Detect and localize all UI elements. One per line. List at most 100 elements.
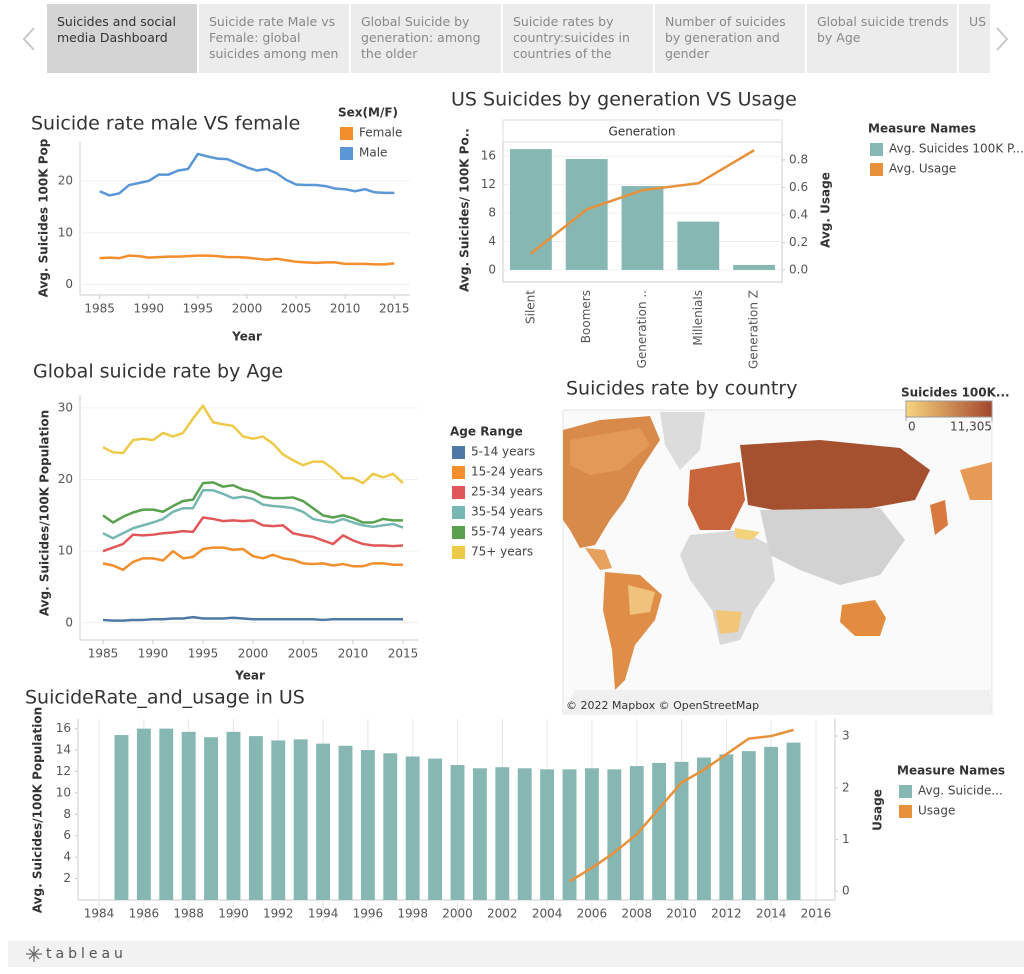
bar xyxy=(677,221,720,270)
map xyxy=(562,409,993,715)
x-tick-label: 2010 xyxy=(330,302,361,316)
map-asia xyxy=(760,508,905,585)
bar xyxy=(621,186,664,270)
color-legend-label: 0 xyxy=(908,420,916,434)
tab-label[interactable]: Suicide rates by country:suicides in cou… xyxy=(513,14,630,61)
dashboard-tab[interactable]: Suicides and social media Dashboard xyxy=(47,4,197,73)
tab-label[interactable]: Global suicide trends by Age xyxy=(817,14,949,45)
legend-label: 15-24 years xyxy=(471,465,543,479)
map-south-africa xyxy=(715,610,742,634)
dashboard-tab[interactable]: Number of suicides by generation and gen… xyxy=(655,4,805,73)
x-tick-label: 1995 xyxy=(183,302,214,316)
map-brazil xyxy=(628,585,655,615)
bar xyxy=(607,769,622,900)
y-tick-label: 12 xyxy=(56,764,71,778)
x-tick-label: 1990 xyxy=(133,302,164,316)
bar xyxy=(405,756,420,900)
legend-label: Male xyxy=(359,146,387,160)
tableau-logo-icon xyxy=(26,946,42,962)
tab-label[interactable]: Suicides and social media Dashboard xyxy=(57,14,176,45)
bar xyxy=(719,754,734,900)
tab-label[interactable]: Suicide rate Male vs Female: global suic… xyxy=(209,14,339,61)
legend-swatch xyxy=(899,785,912,798)
y2-tick-label: 1 xyxy=(842,832,850,846)
legend-swatch xyxy=(870,143,883,156)
bar xyxy=(565,159,608,270)
y2-tick-label: 0.4 xyxy=(789,207,808,221)
x-tick-label: 2015 xyxy=(388,647,419,661)
bar xyxy=(136,728,151,900)
dashboard-tab[interactable]: Global Suicide by generation: among the … xyxy=(351,4,501,73)
tableau-logo-text[interactable]: tableau xyxy=(46,946,127,962)
series-line xyxy=(99,254,395,266)
y-axis-label: Avg. Suicides 100K Pop xyxy=(37,138,51,297)
tab-label[interactable]: Global Suicide by generation: among the … xyxy=(361,14,481,61)
bar xyxy=(696,757,711,900)
y2-tick-label: 3 xyxy=(842,729,850,743)
bar xyxy=(360,750,375,900)
y-tick-label: 30 xyxy=(58,400,73,414)
x-tick-label: 2000 xyxy=(238,647,269,661)
y2-tick-label: 0.2 xyxy=(789,235,808,249)
bar xyxy=(114,735,129,900)
y-tick-label: 20 xyxy=(58,173,73,187)
x-tick-label: 2005 xyxy=(288,647,319,661)
column-header: Generation xyxy=(609,125,676,139)
y-tick-label: 4 xyxy=(63,850,71,864)
bar xyxy=(674,761,689,900)
series-line xyxy=(99,152,395,197)
y-tick-label: 14 xyxy=(56,743,71,757)
series-line xyxy=(102,489,404,540)
tab-label[interactable]: Number of suicides by generation and gen… xyxy=(665,14,786,61)
map-alaska xyxy=(960,462,992,500)
bar xyxy=(316,743,331,900)
dashboard-tab[interactable]: Suicide rates by country:suicides in cou… xyxy=(503,4,653,73)
bar xyxy=(338,745,353,900)
x-category-label: Silent xyxy=(523,290,537,324)
series-line xyxy=(568,728,794,883)
series-line xyxy=(530,149,755,255)
tab-prev-arrow[interactable] xyxy=(22,27,35,51)
y-tick-label: 0 xyxy=(65,277,73,291)
x-axis-label: Year xyxy=(234,669,265,683)
legend-label: Female xyxy=(359,126,402,140)
dashboard-tab[interactable]: Global suicide trends by Age xyxy=(807,4,957,73)
y-tick-label: 16 xyxy=(56,721,71,735)
bar xyxy=(764,746,779,900)
legend-title: Suicides 100K... xyxy=(901,386,1010,400)
series-line xyxy=(102,404,404,485)
tab-next-arrow[interactable] xyxy=(996,27,1009,51)
legend-swatch xyxy=(452,466,465,479)
x-tick-label: 1985 xyxy=(88,647,119,661)
series-line xyxy=(102,516,404,553)
y-axis-label: Avg. Suicides/ 100K Po.. xyxy=(458,128,472,292)
x-tick-label: 1995 xyxy=(188,647,219,661)
chart-title: Global suicide rate by Age xyxy=(33,361,283,383)
bar xyxy=(733,264,776,270)
legend-swatch xyxy=(452,546,465,559)
y2-tick-label: 0 xyxy=(842,884,850,898)
bar xyxy=(584,768,599,900)
x-category-label: Boomers xyxy=(579,290,593,343)
color-legend-label: 11,305 xyxy=(950,420,992,434)
legend-label: 55-74 years xyxy=(471,525,543,539)
bar xyxy=(293,739,308,900)
x-axis-label: Year xyxy=(231,330,262,344)
map-greenland xyxy=(660,412,705,470)
bar xyxy=(383,753,398,900)
y-tick-label: 12 xyxy=(481,177,496,191)
chart-title: Suicide rate male VS female xyxy=(31,113,300,135)
y2-tick-label: 0.6 xyxy=(789,180,808,194)
x-category-label: Generation Z xyxy=(747,290,761,369)
tab-label[interactable]: US gen sui xyxy=(969,14,990,29)
legend-title: Sex(M/F) xyxy=(338,106,398,120)
legend-label: Avg. Usage xyxy=(889,162,956,176)
dashboard-tab[interactable]: US gen sui xyxy=(959,4,990,73)
y-tick-label: 0 xyxy=(65,615,73,629)
dashboard-tab[interactable]: Suicide rate Male vs Female: global suic… xyxy=(199,4,349,73)
bar xyxy=(786,742,801,900)
legend-swatch xyxy=(340,147,353,160)
map-africa xyxy=(680,530,775,645)
